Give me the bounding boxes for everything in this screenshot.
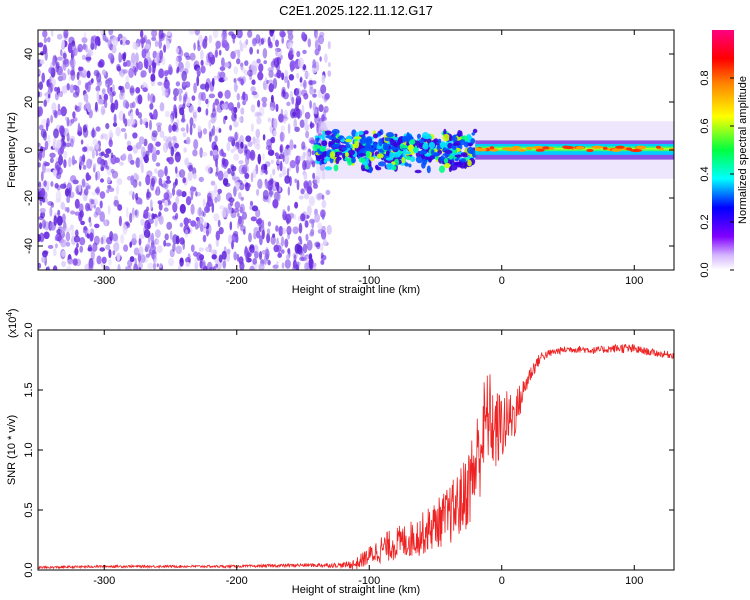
colorbar-label: Normalized spectral amplitude <box>737 76 749 224</box>
snr-panel: -300 -200 -100 0 100 0.0 0.5 1.0 1.5 2.0 Height … <box>5 308 675 596</box>
snr-multiplier-exp: 4 <box>5 312 14 317</box>
spectrogram-image <box>38 30 674 270</box>
colorbar-gradient <box>712 30 734 270</box>
spectrogram-y-tick-label: 0 <box>23 147 35 153</box>
colorbar-ticks: 0.0 0.2 0.4 0.6 0.8 <box>699 70 734 278</box>
spectrogram-y-tick-label: 40 <box>23 48 35 60</box>
colorbar-tick-label: 0.2 <box>699 214 711 229</box>
snr-multiplier-close: ) <box>7 308 19 312</box>
snr-frame <box>37 329 675 571</box>
colorbar: 0.0 0.2 0.4 0.6 0.8 Normalized spectral ampl… <box>699 30 749 278</box>
snr-y-tick-label: 0.0 <box>23 562 35 577</box>
colorbar-tick-label: 0.4 <box>699 166 711 181</box>
snr-x-tick-label: 0 <box>499 575 505 587</box>
spectrogram-x-tick-label: -300 <box>93 275 115 287</box>
snr-x-tick-label: -100 <box>358 575 380 587</box>
colorbar-tick-label: 0.0 <box>699 262 711 277</box>
snr-x-label: Height of straight line (km) <box>292 584 420 596</box>
spectrogram-y-tick-label: 20 <box>23 96 35 108</box>
snr-y-tick-label: 0.5 <box>23 502 35 517</box>
snr-series-line <box>38 343 674 570</box>
spectrogram-y-label: Frequency (Hz) <box>6 112 18 188</box>
snr-multiplier: (x104) <box>5 308 19 338</box>
spectrogram-y-tick-label: -20 <box>23 190 35 206</box>
spectrogram-y-tick-label: -40 <box>23 238 35 254</box>
snr-x-tick-label: -200 <box>226 575 248 587</box>
figure-title: C2E1.2025.122.11.12.G17 <box>279 3 433 18</box>
snr-multiplier-base: (x10 <box>7 317 19 338</box>
spectrogram-x-ticks: -300 -200 -100 0 100 <box>93 30 643 287</box>
snr-y-tick-label: 2.0 <box>23 322 35 337</box>
colorbar-tick-label: 0.6 <box>699 118 711 133</box>
snr-y-tick-label: 1.0 <box>23 442 35 457</box>
spectrogram-x-label: Height of straight line (km) <box>292 284 420 296</box>
snr-y-ticks: 0.0 0.5 1.0 1.5 2.0 <box>23 322 674 578</box>
spectrogram-x-tick-label: -100 <box>358 275 380 287</box>
snr-x-ticks: -300 -200 -100 0 100 <box>93 330 643 587</box>
snr-y-tick-label: 1.5 <box>23 382 35 397</box>
spectrogram-x-tick-label: 0 <box>499 275 505 287</box>
snr-y-label: SNR (10 * v/v) <box>6 415 18 485</box>
spectrogram-x-tick-label: -200 <box>226 275 248 287</box>
snr-x-tick-label: 100 <box>625 575 643 587</box>
spectrogram-x-tick-label: 100 <box>625 275 643 287</box>
snr-x-tick-label: -300 <box>93 575 115 587</box>
colorbar-tick-label: 0.8 <box>699 70 711 85</box>
spectrogram-y-ticks: -40 -20 0 20 40 <box>23 48 674 254</box>
